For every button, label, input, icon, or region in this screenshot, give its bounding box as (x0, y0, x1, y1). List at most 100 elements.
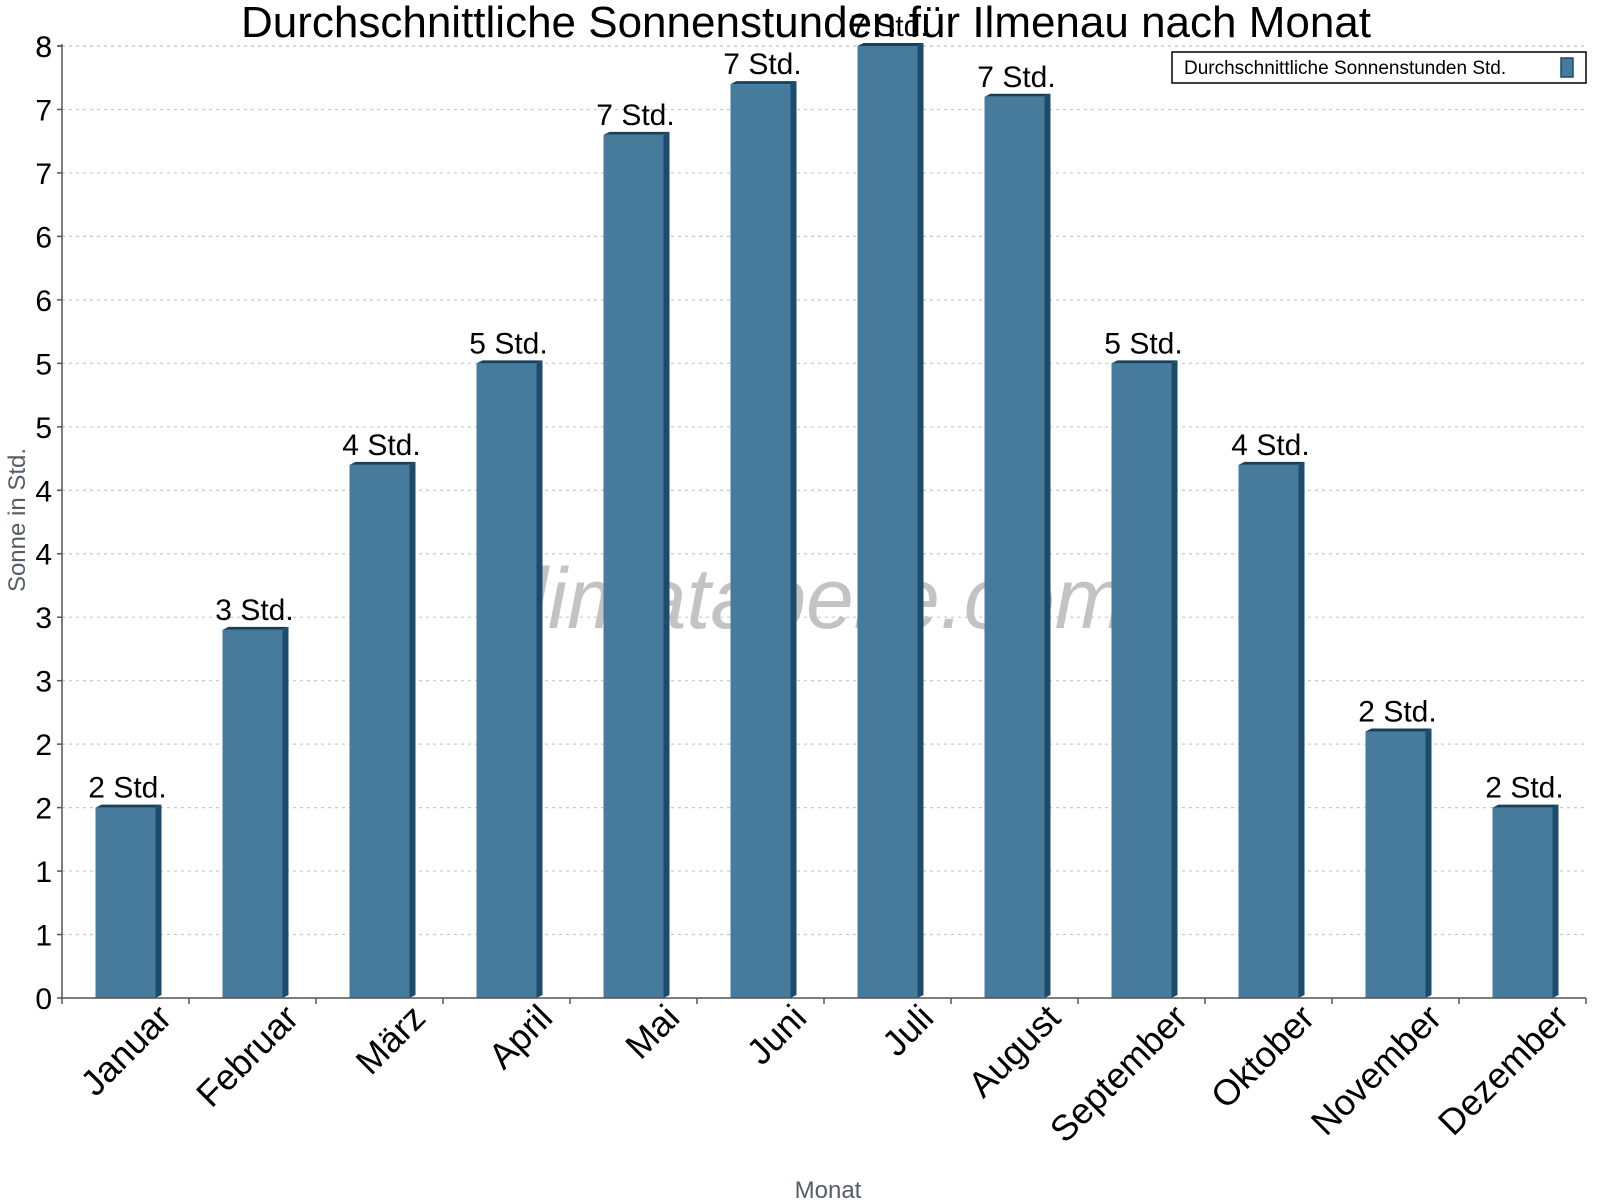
y-tick-label: 4 (35, 539, 52, 572)
bar-front (222, 629, 283, 998)
bar (730, 81, 797, 998)
y-tick-label: 3 (35, 602, 52, 635)
x-tick-label: März (348, 997, 434, 1083)
bar (1111, 360, 1178, 998)
y-tick-label: 3 (35, 666, 52, 699)
bar-side (409, 461, 416, 998)
bar (476, 360, 543, 998)
bar-side (1044, 93, 1051, 999)
bar-side (663, 131, 670, 998)
y-tick-label: 6 (35, 285, 52, 318)
grid-lines (62, 45, 1586, 999)
bar-side (1298, 461, 1305, 998)
y-tick-label: 1 (35, 856, 52, 889)
bar-top (476, 360, 543, 364)
bar (1365, 728, 1432, 998)
x-tick-label: November (1303, 997, 1449, 1143)
x-tick-label: Dezember (1430, 997, 1576, 1143)
bar-top (730, 81, 797, 85)
bar (222, 626, 289, 998)
y-tick-label: 0 (35, 983, 52, 1016)
bar-front (984, 96, 1045, 999)
bar-top (349, 461, 416, 465)
x-tick-label: Juli (874, 997, 941, 1064)
y-axis-label: Sonne in Std. (4, 448, 31, 592)
data-labels: 2 Std. 3 Std. 4 Std. 5 Std. 7 Std. 7 Std. 7 St… (88, 10, 1563, 805)
bar (984, 93, 1051, 999)
y-tick-label: 8 (35, 31, 52, 64)
y-tick-label: 8 (35, 31, 52, 64)
bar-front (1111, 363, 1172, 998)
x-tick-label: April (480, 997, 560, 1077)
y-tick-label: 4 (35, 475, 52, 508)
bar-front (95, 807, 156, 998)
axes (57, 44, 1587, 1004)
bars (95, 43, 1559, 999)
bar (857, 43, 924, 998)
x-tick-label: September (1042, 997, 1196, 1151)
x-tick-labels: Januar Februar März April Mai Juni Juli AugustS… (72, 997, 1576, 1151)
bar-front (476, 363, 537, 998)
bar-top (984, 93, 1051, 97)
bar-top (1238, 461, 1305, 465)
x-tick-label: Oktober (1203, 997, 1323, 1117)
bar-top (1365, 728, 1432, 732)
bar-front (857, 46, 918, 998)
data-label: 2 Std. (88, 772, 166, 805)
bar-side (155, 804, 162, 998)
bar (603, 131, 670, 998)
bar-side (536, 360, 543, 998)
bar-front (1365, 731, 1426, 998)
data-label: 7 Std. (977, 61, 1055, 94)
legend-label: Durchschnittliche Sonnenstunden Std. (1184, 58, 1506, 79)
chart-title: Durchschnittliche Sonnenstunden für Ilme… (241, 0, 1371, 47)
bar-side (282, 626, 289, 998)
x-tick-label: Februar (188, 997, 306, 1115)
legend-box (1171, 51, 1587, 84)
x-tick-label: Mai (617, 997, 687, 1067)
bar (1238, 461, 1305, 998)
bar-top (1492, 804, 1559, 808)
y-tick-label: 6 (35, 221, 52, 254)
bar-front (603, 134, 664, 998)
bar (349, 461, 416, 998)
y-tick-label: 2 (35, 793, 52, 826)
legend-swatch (1560, 57, 1574, 78)
data-label: 4 Std. (1231, 429, 1309, 462)
data-label: 7 Std. (850, 10, 928, 43)
data-label: 3 Std. (215, 594, 293, 627)
data-label: 5 Std. (469, 327, 547, 360)
y-tick-label: 1 (35, 920, 52, 953)
bar-top (222, 626, 289, 630)
bar-top (603, 131, 670, 135)
bar-side (790, 81, 797, 998)
data-label: 4 Std. (342, 429, 420, 462)
x-tick-label: Januar (72, 997, 179, 1104)
y-tick-label: 7 (35, 158, 52, 191)
bar-side (1425, 728, 1432, 998)
data-label: 2 Std. (1358, 695, 1436, 728)
bar (1492, 804, 1559, 998)
bar-side (917, 43, 924, 998)
bar-front (730, 84, 791, 998)
bar-top (95, 804, 162, 808)
y-tick-label: 5 (35, 348, 52, 381)
data-label: 7 Std. (596, 99, 674, 132)
legend: Durchschnittliche Sonnenstunden Std. (1171, 51, 1587, 84)
y-tick-label: 7 (35, 94, 52, 127)
x-axis-label: Monat (795, 1177, 862, 1200)
data-label: 2 Std. (1485, 772, 1563, 805)
bar-top (857, 43, 924, 46)
bar-side (1171, 360, 1178, 998)
y-tick-label: 5 (35, 412, 52, 445)
y-tick-label: 2 (35, 729, 52, 762)
data-label: 7 Std. (723, 48, 801, 81)
x-tick-label: Juni (738, 997, 814, 1073)
bar (95, 804, 162, 998)
x-tick-label: August (960, 997, 1068, 1105)
bar-side (1552, 804, 1559, 998)
bar-front (349, 464, 410, 998)
